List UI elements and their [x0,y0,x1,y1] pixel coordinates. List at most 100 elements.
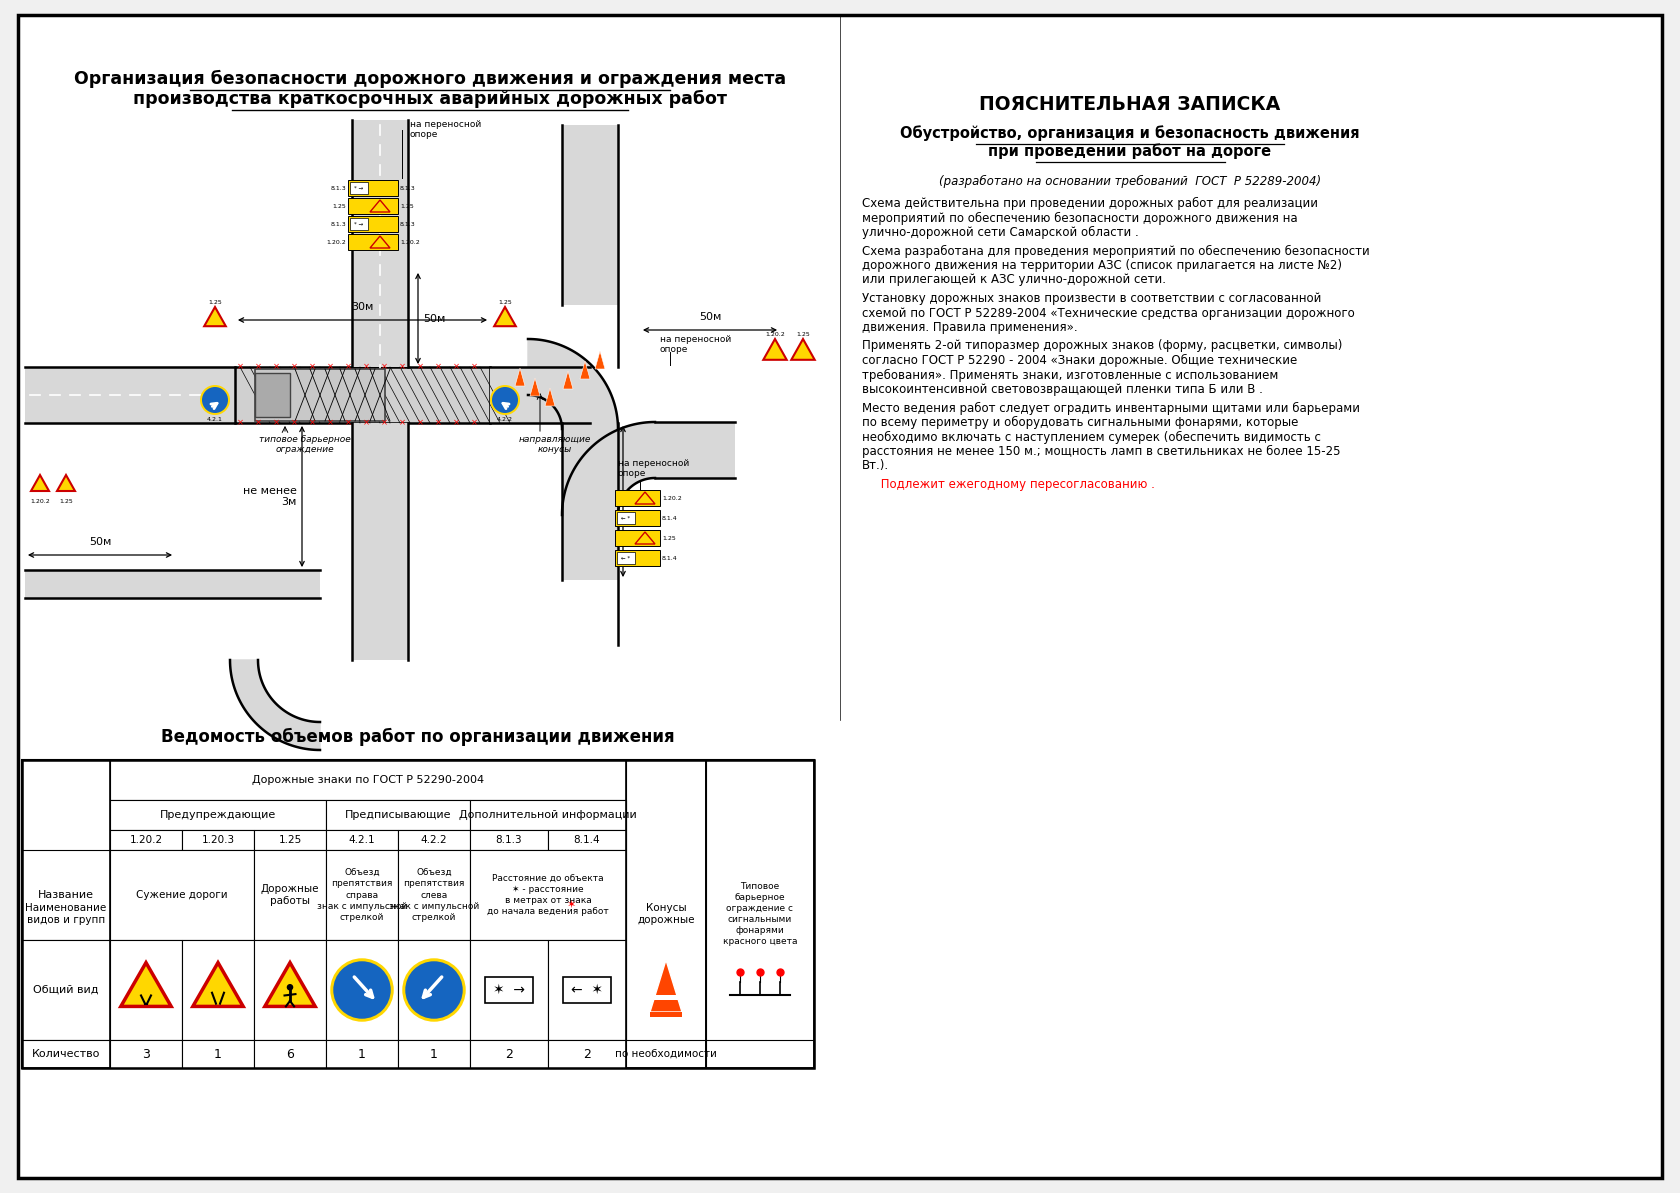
Text: ×: × [344,363,351,371]
Text: Ведомость объемов работ по организации движения: Ведомость объемов работ по организации д… [161,728,675,746]
Circle shape [333,962,391,1019]
Text: ×: × [452,419,460,427]
Bar [615,490,660,506]
Text: 1.25: 1.25 [333,204,346,209]
Text: ×: × [435,363,442,371]
Polygon shape [763,339,786,360]
Text: 4.2.2: 4.2.2 [420,835,447,845]
Bar [348,180,398,196]
Polygon shape [791,339,815,360]
Text: ×: × [326,419,334,427]
Text: 1: 1 [213,1047,222,1061]
Bar [348,234,398,251]
Text: * →: * → [354,222,363,227]
Polygon shape [370,200,390,212]
Text: 1.25: 1.25 [59,499,72,503]
Text: на переносной
опоре: на переносной опоре [618,458,689,478]
Text: по всему периметру и оборудовать сигнальными фонарями, которые: по всему периметру и оборудовать сигналь… [862,416,1299,429]
Text: Схема разработана для проведения мероприятий по обеспечению безопасности: Схема разработана для проведения меропри… [862,245,1369,258]
Text: Объезд
препятствия
слева
знак с импульсной
стрелкой: Объезд препятствия слева знак с импульсн… [388,869,479,922]
Bar [181,830,254,849]
Text: ×: × [363,419,370,427]
Text: 4.2.1: 4.2.1 [349,835,375,845]
Text: 1.20.2: 1.20.2 [30,499,50,503]
Text: ×: × [452,363,460,371]
Text: на переносной
опоре: на переносной опоре [410,120,480,140]
Polygon shape [57,475,76,492]
Bar [181,940,254,1040]
Text: Дополнительной информации: Дополнительной информации [459,810,637,820]
Bar [22,760,109,1068]
Text: движения. Правила применения».: движения. Правила применения». [862,321,1077,334]
Circle shape [405,962,462,1019]
Circle shape [200,385,230,415]
Bar [548,1040,627,1068]
Text: Предупреждающие: Предупреждающие [160,810,276,820]
Text: 1.20.2: 1.20.2 [764,332,785,336]
Bar [326,830,398,849]
Polygon shape [563,422,655,515]
Polygon shape [30,475,49,492]
Bar [348,216,398,231]
Polygon shape [370,236,390,248]
Bar [181,1040,254,1068]
Text: Название: Название [39,890,94,900]
Polygon shape [650,960,682,1012]
Bar [349,218,368,230]
Bar [254,849,326,940]
Bar [25,367,235,424]
Text: ✶  →: ✶ → [492,983,526,997]
Text: Подлежит ежегодному пересогласованию .: Подлежит ежегодному пересогласованию . [862,478,1154,492]
Bar [22,760,815,1068]
Bar [398,830,470,849]
Bar [706,760,815,1068]
Text: Наименование
видов и групп: Наименование видов и групп [25,903,106,926]
Bar [353,120,408,367]
Text: 8.1.3: 8.1.3 [400,222,415,227]
Bar [22,760,109,1068]
Text: ×: × [237,419,244,427]
Text: ✶: ✶ [568,900,576,910]
Bar [398,849,470,940]
Text: мероприятий по обеспечению безопасности дорожного движения на: мероприятий по обеспечению безопасности … [862,211,1297,224]
Bar [470,830,548,849]
Text: ×: × [417,363,423,371]
Bar [109,760,627,801]
Text: при проведении работ на дороге: при проведении работ на дороге [988,143,1272,159]
Bar [254,940,326,1040]
Text: ← *: ← * [622,556,630,561]
Text: схемой по ГОСТ Р 52289-2004 «Технические средства организации дорожного: схемой по ГОСТ Р 52289-2004 «Технические… [862,307,1354,320]
Polygon shape [516,367,526,387]
Text: 50м: 50м [423,314,445,323]
Bar [615,530,660,546]
Text: Место ведения работ следует оградить инвентарными щитами или барьерами: Место ведения работ следует оградить инв… [862,402,1361,415]
Text: Вт.).: Вт.). [862,459,889,472]
Text: 6: 6 [286,1047,294,1061]
Text: на переносной
опоре: на переносной опоре [660,335,731,354]
Text: Организация безопасности дорожного движения и ограждения места: Организация безопасности дорожного движе… [74,70,786,88]
Text: необходимо включать с наступлением сумерек (обеспечить видимость с: необходимо включать с наступлением сумер… [862,431,1320,444]
Text: дорожного движения на территории АЗС (список прилагается на листе №2): дорожного движения на территории АЗС (сп… [862,259,1342,272]
Text: ПОЯСНИТЕЛЬНАЯ ЗАПИСКА: ПОЯСНИТЕЛЬНАЯ ЗАПИСКА [979,95,1280,115]
Text: Обустройство, организация и безопасность движения: Обустройство, организация и безопасность… [900,125,1359,141]
Bar [617,552,635,564]
Polygon shape [635,532,655,544]
Text: ×: × [272,363,279,371]
Text: 3: 3 [143,1047,150,1061]
Polygon shape [529,378,539,396]
Text: 2: 2 [506,1047,512,1061]
Text: ×: × [309,363,316,371]
Bar [617,512,635,524]
Text: Дорожные знаки по ГОСТ Р 52290-2004: Дорожные знаки по ГОСТ Р 52290-2004 [252,775,484,785]
Text: Типовое
барьерное
ограждение с
сигнальными
фонарями
красного цвета: Типовое барьерное ограждение с сигнальны… [722,882,798,946]
Text: 8.1.3: 8.1.3 [400,185,415,191]
Bar [563,424,618,580]
Polygon shape [580,361,590,379]
Text: производства краткосрочных аварийных дорожных работ: производства краткосрочных аварийных дор… [133,89,727,109]
Text: ×: × [398,419,405,427]
Text: Конусы
дорожные: Конусы дорожные [637,903,696,926]
Text: ×: × [326,363,334,371]
Text: ×: × [398,363,405,371]
Text: расстояния не менее 150 м.; мощность ламп в светильниках не более 15-25: расстояния не менее 150 м.; мощность лам… [862,445,1341,458]
Text: 8.1.4: 8.1.4 [662,515,677,520]
